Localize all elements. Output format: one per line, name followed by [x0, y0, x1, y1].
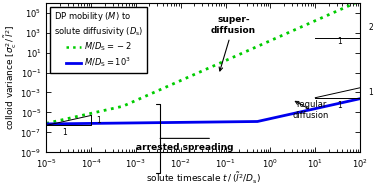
$M/D_\mathrm{S} = -2$	[349, 4, 353, 6]
$M/D_\mathrm{S} = -2$	[188, 75, 193, 77]
Line: $M/D_\mathrm{S} = 10^3$: $M/D_\mathrm{S} = 10^3$	[46, 99, 360, 124]
Text: arrested spreading: arrested spreading	[136, 143, 233, 152]
Text: 1: 1	[338, 37, 342, 46]
Text: 1: 1	[338, 101, 342, 110]
Text: 1: 1	[62, 128, 66, 137]
$M/D_\mathrm{S} = 10^3$	[188, 121, 193, 123]
Text: 1: 1	[96, 116, 101, 125]
Legend: $M/D_\mathrm{S} = -2$, $M/D_\mathrm{S} = 10^3$: $M/D_\mathrm{S} = -2$, $M/D_\mathrm{S} =…	[50, 7, 147, 73]
Text: 1: 1	[368, 88, 373, 97]
Line: $M/D_\mathrm{S} = -2$: $M/D_\mathrm{S} = -2$	[46, 1, 360, 123]
$M/D_\mathrm{S} = 10^3$	[196, 121, 201, 123]
Text: 2: 2	[368, 23, 373, 33]
Text: super-
diffusion: super- diffusion	[211, 15, 256, 71]
$M/D_\mathrm{S} = 10^3$	[349, 100, 353, 102]
$M/D_\mathrm{S} = -2$	[291, 29, 296, 32]
$M/D_\mathrm{S} = -2$	[349, 4, 353, 6]
$M/D_\mathrm{S} = -2$	[60, 119, 64, 121]
$M/D_\mathrm{S} = 10^3$	[358, 98, 362, 100]
$M/D_\mathrm{S} = 10^3$	[291, 112, 296, 115]
$M/D_\mathrm{S} = -2$	[44, 122, 48, 125]
$M/D_\mathrm{S} = 10^3$	[349, 100, 353, 102]
Text: regular
diffusion: regular diffusion	[293, 100, 329, 120]
$M/D_\mathrm{S} = -2$	[196, 71, 201, 74]
X-axis label: solute timescale $t\,/\,(\tilde{l}^2/D_\mathrm{s})$: solute timescale $t\,/\,(\tilde{l}^2/D_\…	[146, 171, 261, 186]
Y-axis label: colloid variance $[\sigma_\mathrm{c}^2\,/\,\tilde{l}^2]$: colloid variance $[\sigma_\mathrm{c}^2\,…	[3, 25, 19, 130]
$M/D_\mathrm{S} = -2$	[358, 0, 362, 2]
$M/D_\mathrm{S} = 10^3$	[60, 123, 64, 125]
$M/D_\mathrm{S} = 10^3$	[44, 123, 48, 125]
